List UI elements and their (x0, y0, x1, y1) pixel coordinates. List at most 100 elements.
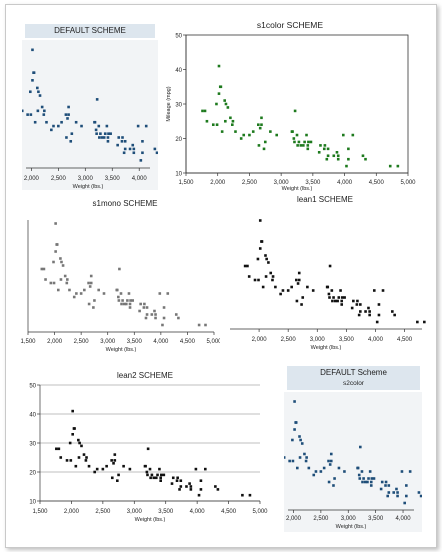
chart-5-point (77, 456, 81, 459)
chart-4-point (391, 310, 394, 313)
chart-1-point (123, 147, 127, 151)
chart-5-point (68, 441, 72, 445)
chart-6-point (296, 466, 299, 470)
chart-6-point (356, 466, 360, 470)
chart-4-point (274, 285, 277, 289)
chart-3-point (59, 257, 62, 260)
chart-4-point (271, 275, 275, 278)
chart-5-point (179, 479, 183, 482)
chart-3-point (87, 302, 91, 306)
chart-3-point (153, 309, 156, 313)
chart-2-point (303, 140, 306, 144)
chart-6-point (303, 452, 306, 456)
chart-5-background (18, 380, 268, 522)
chart-1-point (103, 132, 107, 135)
chart-1-title: DEFAULT SCHEME (54, 26, 126, 35)
chart-2-point (309, 140, 313, 144)
chart-1-point (131, 143, 135, 147)
chart-2-point (364, 157, 367, 161)
chart-2-point (231, 119, 235, 123)
chart-6-point (291, 438, 294, 442)
chart-3-point (60, 260, 63, 264)
chart-3-point (127, 292, 131, 295)
chart-6-point (400, 470, 404, 473)
chart-6-point (293, 400, 296, 403)
chart-5-xtick-label: 4,000 (190, 509, 206, 515)
chart-5-xtick-label: 3,000 (127, 509, 143, 515)
chart-5-point (149, 476, 152, 480)
chart-1-point (106, 140, 110, 143)
chart-3-point (68, 288, 71, 292)
chart-4-point (258, 247, 262, 250)
chart-6-point (305, 456, 308, 459)
chart-6-point (419, 494, 422, 498)
chart-1-point (64, 113, 68, 116)
chart-4-point (246, 264, 249, 268)
chart-3-point (115, 288, 119, 292)
chart-3-point (162, 316, 166, 320)
chart-3-xtick-label: 3,000 (100, 339, 116, 345)
chart-3-point (75, 292, 78, 295)
chart-5-point (160, 473, 163, 477)
chart-4-point (279, 292, 282, 296)
chart-4-point (300, 303, 303, 306)
chart-1-point (29, 113, 33, 116)
chart-5-point (105, 464, 108, 468)
chart-4-point (337, 296, 341, 299)
chart-5-point (241, 493, 244, 497)
chart-3-point (204, 323, 207, 327)
chart-3-svg: 1,500 2,000 2,500 3,000 3,500 4,000 4,500 5,000… (18, 210, 220, 360)
chart-4-point (301, 296, 305, 299)
chart-1-point (32, 71, 36, 74)
chart-5-point (110, 476, 114, 480)
chart-4-point (243, 264, 247, 268)
chart-4-point (295, 278, 298, 282)
chart-5-point (113, 453, 117, 456)
chart-4-point (416, 320, 419, 324)
chart-4-point (290, 285, 293, 289)
chart-3-point (117, 299, 121, 302)
chart-1-xtick-label: 2,000 (24, 176, 40, 182)
chart-4-point (332, 296, 335, 299)
chart-5-point (77, 438, 80, 442)
chart-1-point (109, 132, 112, 135)
chart-3-point (144, 316, 148, 320)
chart-3-point (154, 316, 157, 320)
chart-3-point (121, 299, 124, 302)
chart-3-point (145, 306, 149, 309)
chart-5-point (101, 467, 105, 471)
chart-1-point (139, 159, 143, 162)
chart-5-ytick-label: 40 (29, 413, 36, 419)
chart-4-point (271, 278, 274, 282)
chart-2-point (219, 85, 223, 89)
chart-2-ytick-label: 30 (175, 103, 182, 109)
chart-4-point (340, 299, 344, 303)
chart-1-point (132, 147, 136, 151)
chart-4-point (281, 289, 285, 292)
chart-1-point (144, 124, 148, 128)
chart-4-point (297, 271, 301, 275)
chart-1-point (97, 124, 101, 128)
chart-1-point (26, 113, 29, 116)
chart-3-point (63, 274, 67, 278)
chart-6-point (395, 487, 398, 491)
chart-2-point (248, 133, 251, 137)
chart-5-ytick-label: 20 (29, 471, 36, 477)
chart-3-point (44, 278, 47, 281)
chart-5-point (71, 409, 74, 413)
chart-4-point (393, 313, 396, 317)
chart-6-point (328, 463, 332, 466)
chart-6-point (299, 438, 302, 442)
chart-5-point (82, 453, 86, 456)
chart-6-point (387, 491, 391, 494)
chart-5-point (185, 485, 188, 488)
chart-3-point (131, 299, 134, 302)
chart-5-point (110, 459, 113, 462)
chart-4-point (330, 289, 334, 292)
chart-3-point (119, 292, 123, 295)
chart-1-point (65, 136, 68, 139)
chart-5-point (176, 476, 179, 480)
chart-6-point (405, 494, 408, 498)
chart-2-point (302, 144, 305, 147)
chart-3-point (118, 267, 121, 271)
